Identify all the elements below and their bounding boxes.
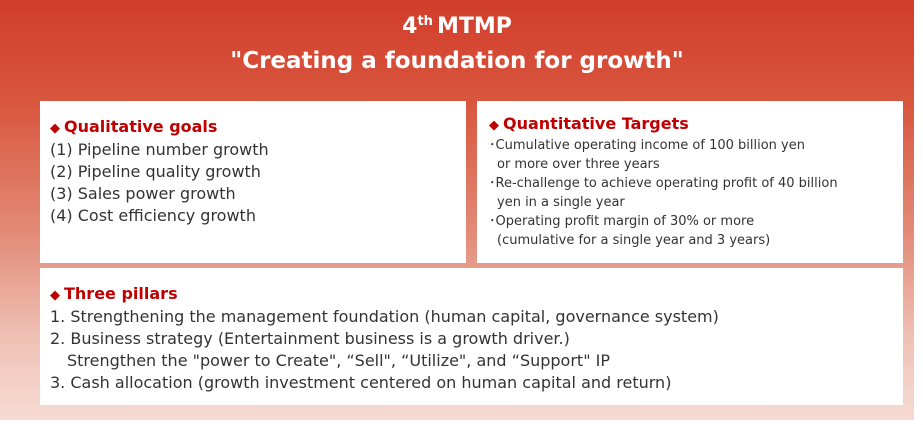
title: 4th MTMP	[0, 14, 914, 39]
diamond-icon: ◆	[50, 288, 60, 303]
target-line: ･Re-challenge to achieve operating profi…	[489, 174, 903, 193]
qualitative-panel: ◆ Qualitative goals (1) Pipeline number g…	[40, 101, 466, 263]
pillar-line: 2. Business strategy (Entertainment busi…	[50, 329, 570, 348]
title-rest: MTMP	[436, 14, 512, 39]
quantitative-panel: ◆ Quantitative Targets ･Cumulative operat…	[477, 101, 903, 263]
panel-heading: ◆ Qualitative goals	[50, 117, 466, 139]
target-text: Re-challenge to achieve operating profit…	[495, 176, 838, 191]
pillar-line: Strengthen the "power to Create", “Sell"…	[67, 351, 610, 370]
goal: (1) Pipeline number growth	[50, 140, 269, 159]
target-text: Operating profit margin of 30% or more	[495, 214, 755, 229]
pillar-line: 3. Cash allocation (growth investment ce…	[50, 373, 672, 392]
goal: (4) Cost efficiency growth	[50, 206, 256, 225]
pillar-line: 1. Strengthening the management foundati…	[50, 307, 719, 326]
goal: (3) Sales power growth	[50, 184, 236, 203]
bullet-icon: ･	[489, 214, 496, 229]
subtitle: "Creating a foundation for growth"	[230, 48, 684, 74]
target-line: ･Operating profit margin of 30% or more	[489, 212, 903, 231]
heading-text: Qualitative goals	[64, 117, 218, 136]
bullet-icon: ･	[489, 176, 496, 191]
bullet-icon: ･	[489, 138, 496, 153]
goal: (2) Pipeline quality growth	[50, 162, 261, 181]
diamond-icon: ◆	[489, 118, 499, 133]
slide: 4th MTMP "Creating a foundation for growt…	[0, 0, 914, 420]
title-suffix: th	[417, 14, 433, 29]
title-number: 4	[402, 14, 418, 39]
pillars-panel: ◆ Three pillars 1. Strengthening the mana…	[40, 268, 903, 405]
diamond-icon: ◆	[50, 121, 60, 136]
panel-heading: ◆ Three pillars	[50, 284, 903, 306]
target-line: or more over three years	[497, 157, 660, 172]
panel-heading: ◆ Quantitative Targets	[489, 114, 903, 136]
heading-text: Quantitative Targets	[503, 114, 689, 133]
heading-text: Three pillars	[64, 284, 178, 303]
target-line: ･Cumulative operating income of 100 bill…	[489, 136, 903, 155]
target-text: Cumulative operating income of 100 billi…	[495, 138, 806, 153]
target-line: yen in a single year	[497, 195, 625, 210]
target-line: (cumulative for a single year and 3 year…	[497, 233, 771, 248]
